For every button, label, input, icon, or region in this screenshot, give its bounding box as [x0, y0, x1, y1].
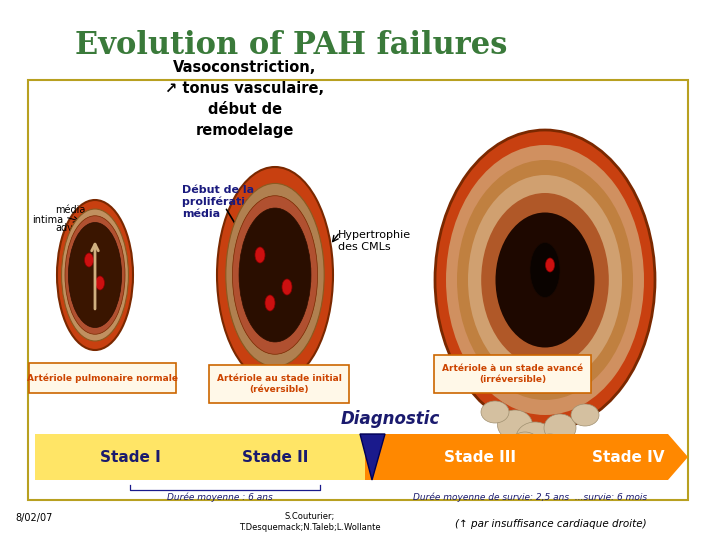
Polygon shape [360, 434, 385, 480]
Ellipse shape [457, 160, 633, 400]
Text: Début de la
prolifération de la
média: Début de la prolifération de la média [182, 185, 295, 219]
Ellipse shape [217, 167, 333, 383]
Ellipse shape [96, 276, 104, 290]
Ellipse shape [282, 279, 292, 295]
Ellipse shape [226, 184, 324, 367]
Text: Evolution of PAH failures: Evolution of PAH failures [75, 30, 508, 61]
Bar [35, 434, 365, 480]
Ellipse shape [495, 213, 595, 348]
Ellipse shape [435, 130, 655, 430]
Ellipse shape [534, 434, 566, 462]
Ellipse shape [65, 216, 125, 334]
Ellipse shape [62, 209, 128, 341]
Text: Stade II: Stade II [242, 449, 308, 464]
Text: S.Couturier;
T.Desquemack;N.Taleb;L.Wollante: S.Couturier; T.Desquemack;N.Taleb;L.Woll… [239, 512, 381, 532]
Text: 8/02/07: 8/02/07 [15, 513, 53, 523]
Text: Hypertrophie
des CMLs: Hypertrophie des CMLs [338, 230, 411, 252]
Text: (↑ par insuffisance cardiaque droite): (↑ par insuffisance cardiaque droite) [455, 519, 647, 529]
Text: Stade I: Stade I [99, 449, 161, 464]
Text: adventice: adventice [55, 223, 103, 233]
Ellipse shape [481, 193, 609, 367]
Text: Artériole au stade initial
(réversible): Artériole au stade initial (réversible) [217, 374, 341, 394]
Text: média: média [55, 205, 86, 215]
Ellipse shape [233, 195, 318, 354]
Ellipse shape [481, 401, 509, 423]
Ellipse shape [84, 253, 94, 267]
Ellipse shape [530, 242, 560, 298]
Text: intima: intima [32, 215, 63, 225]
Ellipse shape [57, 200, 133, 350]
Ellipse shape [265, 295, 275, 311]
Text: Durée moyenne : 6 ans: Durée moyenne : 6 ans [167, 493, 273, 503]
Ellipse shape [516, 422, 554, 454]
Ellipse shape [571, 404, 599, 426]
Ellipse shape [239, 208, 311, 342]
Ellipse shape [544, 414, 576, 442]
Text: Vasoconstriction,
↗ tonus vasculaire,
début de
remodelage: Vasoconstriction, ↗ tonus vasculaire, dé… [166, 60, 325, 138]
Text: Durée moyenne de survie: 2,5 ans  ...survie: 6 mois: Durée moyenne de survie: 2,5 ans ...surv… [413, 493, 647, 503]
Ellipse shape [68, 222, 122, 327]
Ellipse shape [255, 247, 265, 263]
Ellipse shape [510, 432, 540, 458]
Ellipse shape [446, 145, 644, 415]
Bar [28, 80, 688, 500]
FancyBboxPatch shape [209, 365, 349, 403]
Text: Stade IV: Stade IV [592, 449, 665, 464]
Text: Artériole à un stade avancé
(irréversible): Artériole à un stade avancé (irréversibl… [442, 364, 583, 384]
Ellipse shape [546, 258, 554, 272]
FancyBboxPatch shape [29, 363, 176, 393]
Ellipse shape [468, 175, 622, 385]
Polygon shape [365, 434, 688, 480]
Text: Stade III: Stade III [444, 449, 516, 464]
Text: Diagnostic: Diagnostic [341, 410, 440, 428]
Text: Artériole pulmonaire normale: Artériole pulmonaire normale [27, 373, 178, 383]
FancyBboxPatch shape [434, 355, 591, 393]
Ellipse shape [498, 410, 533, 440]
